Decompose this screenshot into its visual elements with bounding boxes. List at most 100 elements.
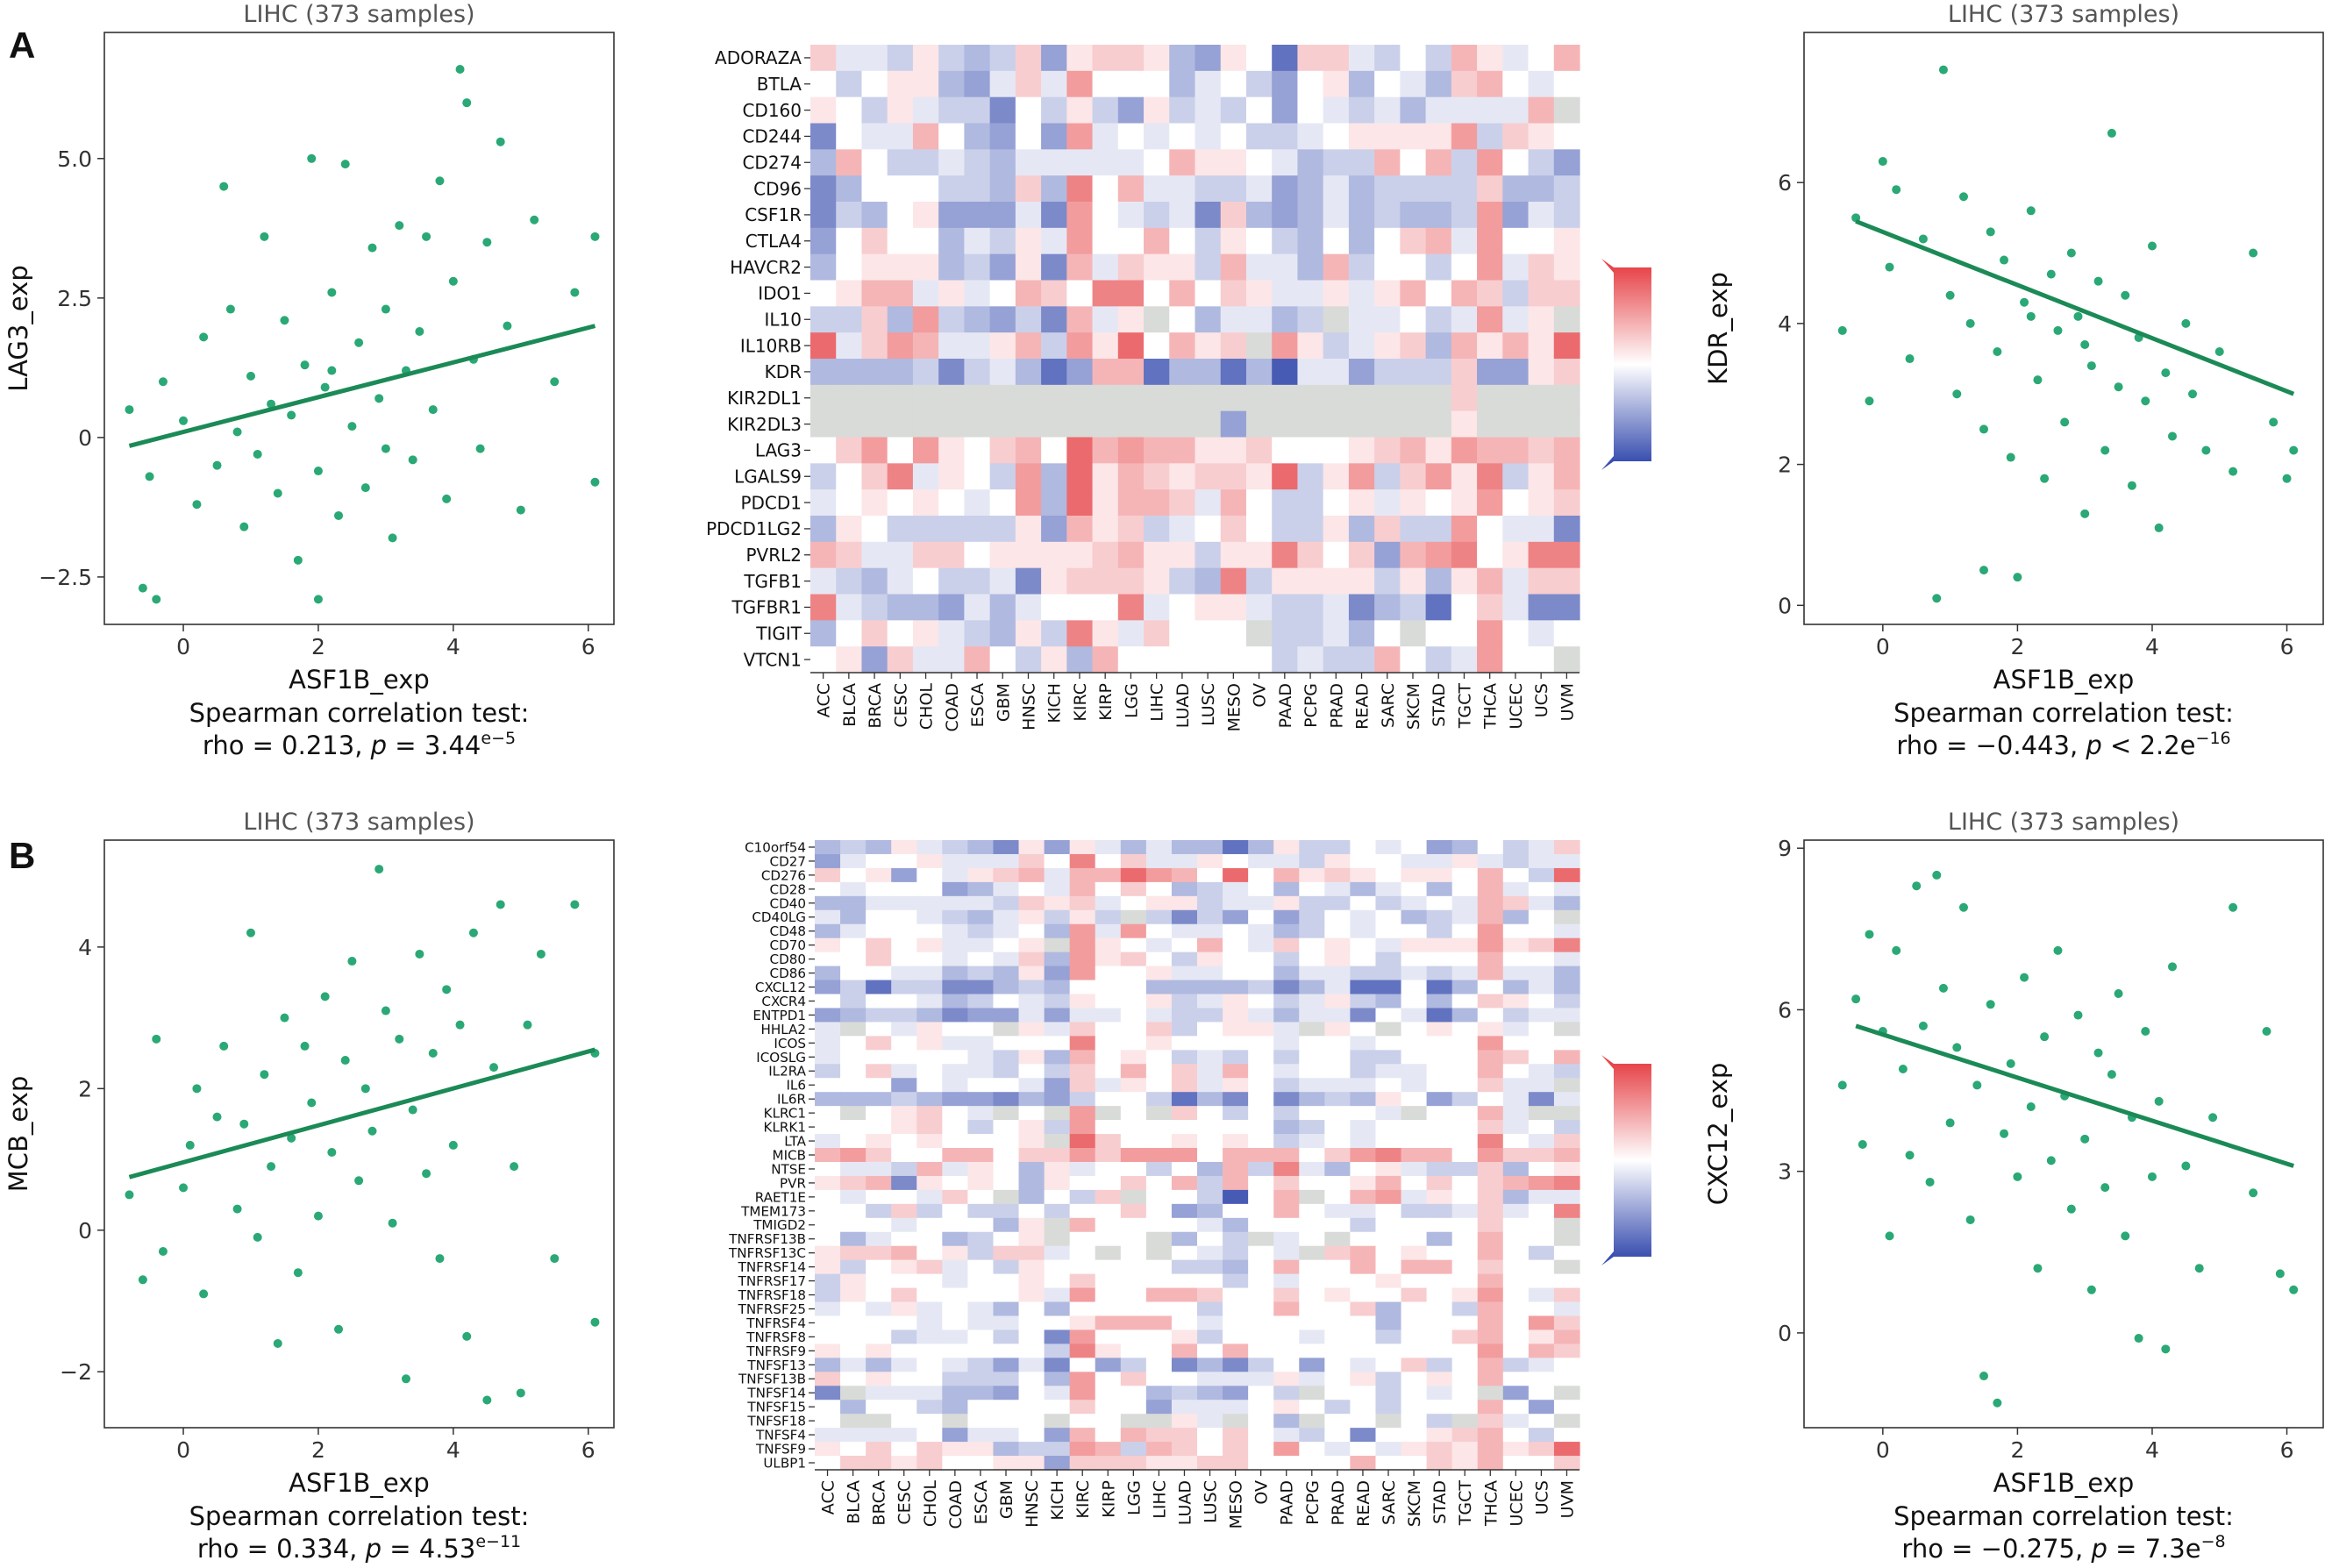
heatmap-cell (1350, 853, 1377, 869)
heatmap-cell (1477, 923, 1504, 939)
heatmap-cell (1092, 541, 1119, 569)
heatmap-cell (1092, 384, 1119, 412)
heatmap-cell (1272, 359, 1299, 386)
heatmap-cell (916, 840, 943, 855)
heatmap-cell (840, 994, 866, 1009)
heatmap-cell (1299, 1217, 1325, 1233)
heatmap-cell (1374, 280, 1401, 307)
heatmap-cell (1171, 1078, 1198, 1093)
data-point (482, 238, 492, 247)
heatmap-cell (1245, 567, 1273, 595)
data-point (1972, 1080, 1982, 1090)
heatmap-cell (1553, 840, 1580, 855)
heatmap-cell (1528, 306, 1555, 333)
heatmap-cell (836, 646, 863, 674)
heatmap-cell (1095, 881, 1122, 897)
heatmap-cell (1477, 70, 1503, 98)
heatmap-cell (1145, 1161, 1173, 1177)
data-point (334, 1324, 344, 1334)
heatmap-cell (1375, 881, 1402, 897)
column-label: LUSC (1202, 1480, 1221, 1523)
heatmap-cell (1245, 175, 1273, 203)
heatmap-cell (1273, 1189, 1300, 1205)
heatmap-cell (1145, 1315, 1173, 1331)
heatmap-cell (1375, 1329, 1402, 1344)
heatmap-cell (1528, 541, 1555, 569)
heatmap-cell (1553, 1231, 1580, 1247)
heatmap-cell (938, 359, 965, 386)
heatmap-cell (866, 1050, 892, 1065)
heatmap-cell (1553, 1092, 1580, 1107)
heatmap-cell (1375, 1400, 1402, 1415)
heatmap-cell (1095, 1203, 1122, 1219)
data-point (1925, 1177, 1935, 1187)
heatmap-cell (1095, 1273, 1122, 1289)
heatmap-cell (1044, 1428, 1071, 1443)
heatmap-cell (942, 1315, 968, 1331)
heatmap-cell (1528, 70, 1555, 98)
heatmap-cell (1553, 1259, 1580, 1275)
heatmap-cell (1145, 1106, 1173, 1121)
heatmap-cell (1220, 175, 1247, 203)
heatmap-cell (1117, 45, 1145, 72)
heatmap-cell (916, 1203, 943, 1219)
data-point (2188, 389, 2198, 399)
heatmap-cell (840, 1064, 866, 1079)
heatmap-cell (1426, 1259, 1453, 1275)
heatmap-cell (1323, 70, 1350, 98)
heatmap-cell (1477, 1217, 1504, 1233)
heatmap-cell (1273, 1134, 1300, 1149)
heatmap-cell (1272, 149, 1299, 176)
heatmap-cell (1092, 646, 1119, 674)
heatmap-cell (1248, 1231, 1274, 1247)
y-tick-label: 4 (78, 935, 92, 960)
heatmap-cell (815, 1217, 841, 1233)
heatmap-cell (1502, 867, 1530, 883)
heatmap-cell (891, 1259, 917, 1275)
heatmap-cell (1451, 895, 1479, 911)
heatmap-cell (938, 202, 965, 229)
column-label: UCS (1532, 683, 1551, 717)
heatmap-cell (1018, 1259, 1045, 1275)
row-label: TMEM173 (740, 1203, 806, 1219)
heatmap-cell (1248, 980, 1274, 995)
data-point (354, 1176, 364, 1186)
heatmap-cell (1223, 1442, 1249, 1457)
data-point (428, 1048, 438, 1058)
heatmap-cell (1044, 840, 1071, 855)
heatmap-cell (815, 1203, 841, 1219)
heatmap-cell (1223, 1259, 1249, 1275)
heatmap-cell (1145, 1259, 1173, 1275)
heatmap-cell (866, 1161, 892, 1177)
heatmap-cell (993, 1301, 1020, 1317)
heatmap-cell (1066, 96, 1094, 125)
heatmap-cell (1477, 489, 1503, 517)
heatmap-cell (1324, 1442, 1351, 1457)
heatmap-cell (866, 966, 892, 981)
heatmap-cell (1015, 280, 1042, 307)
heatmap-cell (993, 1148, 1020, 1163)
heatmap-cell (1324, 966, 1351, 981)
heatmap-cell (993, 1175, 1020, 1191)
heatmap-cell (1451, 149, 1478, 176)
data-point (530, 215, 539, 225)
x-tick-label: 2 (2010, 1437, 2024, 1463)
heatmap-cell (1273, 881, 1300, 897)
heatmap-cell (1528, 1273, 1555, 1289)
heatmap-cell (1095, 1175, 1122, 1191)
heatmap-cell (815, 1231, 841, 1247)
row-label: IL6R (777, 1092, 807, 1108)
heatmap-cell (1400, 463, 1427, 490)
heatmap-cell (1018, 1386, 1045, 1401)
heatmap-cell (1451, 1428, 1479, 1443)
heatmap-cell (1171, 867, 1198, 883)
column-label: STAD (1430, 683, 1449, 727)
row-label: TNFRSF8 (745, 1329, 806, 1345)
heatmap-cell (1120, 1400, 1147, 1415)
heatmap-cell (836, 620, 863, 647)
data-point (1952, 1043, 1962, 1052)
heatmap-cell (861, 45, 888, 72)
heatmap-cell (1477, 227, 1503, 255)
heatmap-cell (1223, 1203, 1249, 1219)
heatmap-cell (1451, 853, 1479, 869)
